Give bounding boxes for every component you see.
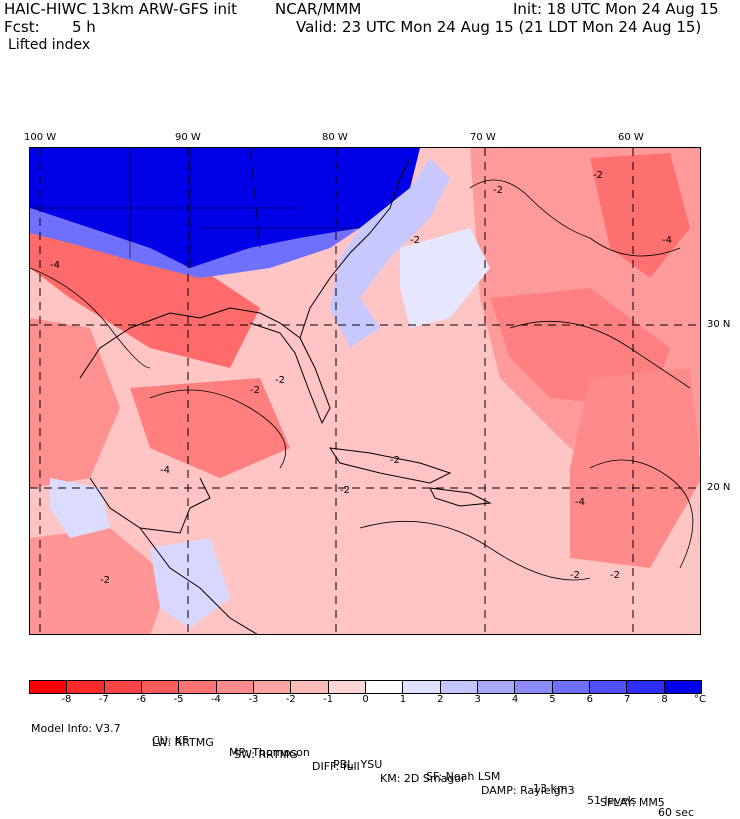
lifted-index-contours — [30, 179, 694, 581]
colorbar-swatch — [664, 681, 701, 693]
contour-label: -2 — [610, 570, 620, 581]
contour-label: -2 — [340, 485, 350, 496]
colorbar-swatch — [627, 681, 665, 693]
contour-label: -4 — [662, 235, 672, 246]
colorbar-tick-label: 3 — [474, 694, 481, 705]
colorbar-tick-label: 2 — [437, 694, 444, 705]
colorbar-tick-label: -5 — [173, 694, 184, 705]
colorbar-tick-label: -6 — [136, 694, 147, 705]
contour-label: -2 — [593, 170, 603, 181]
colorbar-tick-label: 6 — [586, 694, 594, 705]
offshore-stable-swirl — [400, 228, 490, 328]
shortwave-scheme: SW: RRTMG — [234, 748, 298, 761]
colorbar-swatch — [365, 681, 404, 693]
contour-label: -2 — [493, 185, 503, 196]
colorbar-tick-label: -1 — [323, 694, 334, 705]
lat-label-30n: 30 N — [707, 319, 731, 330]
lat-lon-grid — [30, 148, 700, 634]
damping-option: DAMP: Rayleigh3 — [481, 784, 575, 797]
longwave-scheme: LW: RRTMG — [152, 736, 214, 749]
contour-label: -2 — [410, 235, 420, 246]
colorbar-tick-label: -2 — [285, 694, 296, 705]
diffusion-setting: DIFF: full — [312, 760, 360, 773]
colorbar-swatch — [440, 681, 478, 693]
central-america-band — [30, 528, 170, 634]
map-canvas: -2 -2 -2 -2 -2 -2 -4 -4 -2 -4 -2 -4 -2 -… — [30, 148, 700, 634]
colorbar-swatch — [589, 681, 628, 693]
colorbar-swatch — [104, 681, 142, 693]
colorbar-tick-label: -3 — [248, 694, 259, 705]
lat-label-20n: 20 N — [707, 482, 731, 493]
contour-label: -4 — [160, 465, 170, 476]
colorbar-tick-label: -7 — [98, 694, 109, 705]
mexico-instability — [30, 318, 120, 488]
surface-layer-scheme: SFLAY: MM5 — [600, 796, 665, 809]
lon-label-80w: 80 W — [322, 132, 348, 143]
contour-label: -2 — [390, 455, 400, 466]
contour-label: -4 — [50, 260, 60, 271]
colorbar-swatch — [403, 681, 441, 693]
southeast-atlantic-cell — [570, 368, 700, 568]
gulf-coast-band — [30, 218, 260, 368]
colorbar-swatch — [328, 681, 366, 693]
contour-label: -2 — [570, 570, 580, 581]
colorbar-tick-label: 1 — [399, 694, 407, 705]
lon-label-70w: 70 W — [470, 132, 496, 143]
colorbar-swatch — [67, 681, 105, 693]
model-info-row-1: Model Info: V3.7 CU: KF MP: Thompson PBL… — [0, 711, 740, 819]
stable-edge — [30, 208, 360, 278]
forecast-hour: 5 h — [72, 18, 96, 36]
lifted-index-map: -2 -2 -2 -2 -2 -2 -4 -4 -2 -4 -2 -4 -2 -… — [29, 147, 701, 635]
contour-labels: -2 -2 -2 -2 -2 -2 -4 -4 -2 -4 -2 -4 -2 -… — [50, 170, 672, 586]
model-info-row-2: LW: RRTMG SW: RRTMG DIFF: full KM: 2D Sm… — [0, 725, 740, 809]
lon-label-100w: 100 W — [24, 132, 57, 143]
init-time: Init: 18 UTC Mon 24 Aug 15 — [513, 0, 719, 18]
lon-label-60w: 60 W — [618, 132, 644, 143]
colorbar-tick-label: 0 — [362, 694, 369, 705]
forecast-label: Fcst: — [4, 18, 40, 36]
valid-time: Valid: 23 UTC Mon 24 Aug 15 (21 LDT Mon … — [296, 18, 702, 36]
colorbar-swatch — [216, 681, 254, 693]
model-version: Model Info: V3.7 — [31, 722, 121, 735]
coastlines — [79, 157, 492, 634]
colorbar-tick-label: -4 — [210, 694, 221, 705]
km-option: KM: 2D Smagor — [380, 772, 466, 785]
contour-label: -4 — [575, 497, 585, 508]
colorbar-swatch — [291, 681, 329, 693]
central-america-stable — [150, 538, 230, 628]
lon-label-90w: 90 W — [175, 132, 201, 143]
colorbar-swatch — [515, 681, 553, 693]
colorbar-unit: °C — [694, 694, 706, 705]
contour-label: -2 — [250, 385, 260, 396]
pacific-stable — [50, 478, 110, 538]
colorbar-swatch — [552, 681, 590, 693]
atlantic-coast-stable-tongue — [330, 158, 450, 348]
model-title: HAIC-HIWC 13km ARW-GFS init — [4, 0, 238, 18]
colorbar-swatch — [30, 681, 68, 693]
colorbar-tick-label: -8 — [61, 694, 72, 705]
colorbar-swatch — [253, 681, 292, 693]
state-borders — [30, 148, 360, 268]
colorbar-swatch — [477, 681, 516, 693]
field-name: Lifted index — [8, 37, 91, 53]
organization-label: NCAR/MMM — [275, 0, 362, 18]
colorbar-tick-label: 4 — [511, 694, 519, 705]
colorbar-tick-label: 5 — [549, 694, 556, 705]
colorbar — [29, 680, 702, 694]
contour-label: -2 — [275, 375, 285, 386]
gulf-of-mexico-cell — [130, 378, 290, 478]
colorbar-swatch — [179, 681, 217, 693]
colorbar-swatch — [141, 681, 180, 693]
north-atlantic-cell — [590, 153, 690, 278]
contour-label: -2 — [100, 575, 110, 586]
colorbar-tick-label: 8 — [661, 694, 668, 705]
colorbar-tick-label: 7 — [624, 694, 631, 705]
